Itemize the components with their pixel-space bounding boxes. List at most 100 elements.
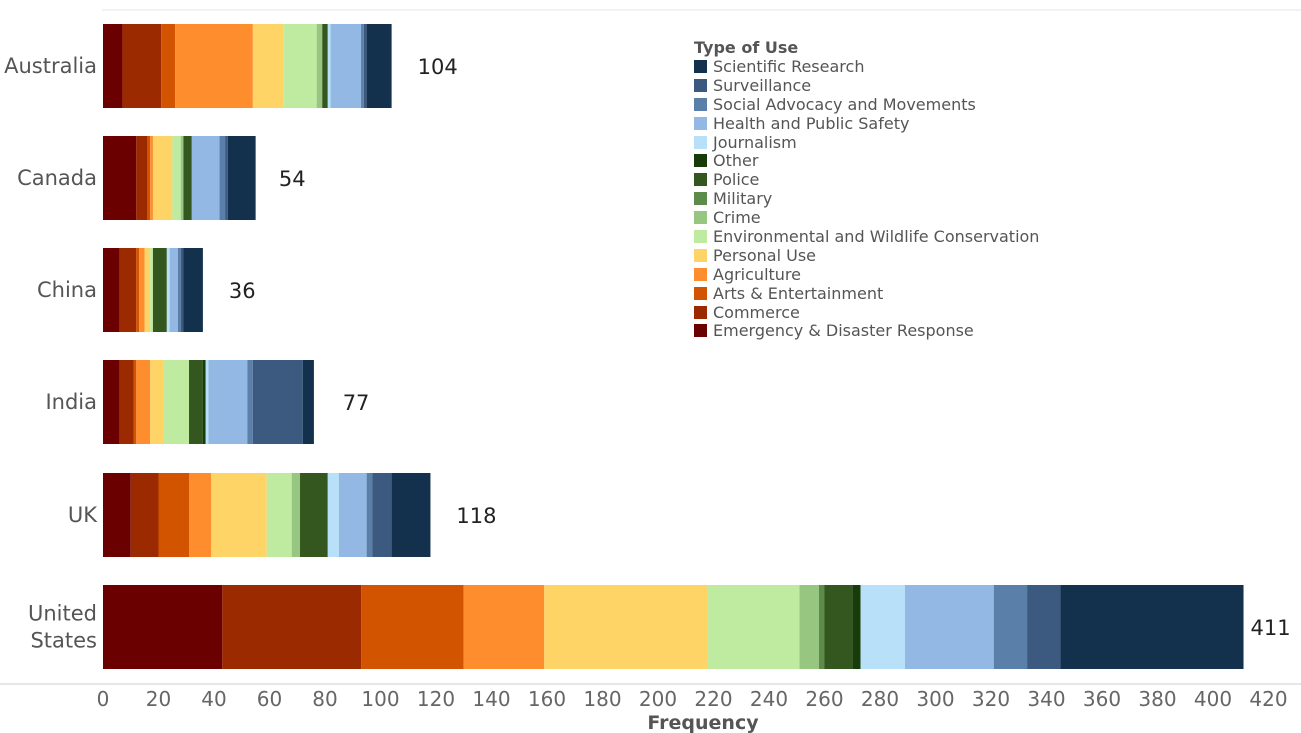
bar-canada-police: [183, 136, 192, 220]
legend-item: Journalism: [694, 133, 1039, 152]
legend-title: Type of Use: [694, 38, 799, 57]
legend-swatch: [694, 154, 707, 168]
legend-item: Military: [694, 189, 1039, 208]
category-labels: Australia Canada China India UK United States: [4, 54, 98, 653]
bar-uk-surveillance: [372, 473, 392, 557]
bar-australia-emergency-disaster-response: [103, 24, 123, 108]
legend-swatch: [694, 173, 707, 187]
bar-canada-personal-use: [152, 136, 173, 220]
bar-united-states-personal-use: [544, 585, 708, 669]
bar-united-states-other: [852, 585, 861, 669]
bar-india-emergency-disaster-response: [103, 360, 120, 444]
bar-china-surveillance: [180, 248, 184, 332]
bar-uk-scientific-research: [391, 473, 431, 557]
bar-united-states-emergency-disaster-response: [103, 585, 223, 669]
legend-label: Arts & Entertainment: [713, 283, 884, 303]
legend-swatch: [694, 59, 707, 73]
x-tick-label: 260: [805, 687, 843, 711]
bar-uk-arts-entertainment: [158, 473, 190, 557]
bar-uk-social-advocacy-and-movements: [366, 473, 373, 557]
bar-china-emergency-disaster-response: [103, 248, 120, 332]
legend-swatch: [694, 305, 707, 319]
x-tick-label: 180: [583, 687, 621, 711]
legend-label: Social Advocacy and Movements: [713, 94, 976, 114]
bar-australia-surveillance: [363, 24, 367, 108]
total-label-india: 77: [343, 391, 370, 415]
legend-label: Journalism: [713, 132, 797, 152]
bar-india-personal-use: [150, 360, 165, 444]
legend-swatch: [694, 192, 707, 206]
legend-items: Scientific Research Surveillance Social Ad…: [694, 57, 1039, 340]
bar-australia-crime: [316, 24, 323, 108]
x-axis-label: Frequency: [647, 712, 759, 733]
bar-china-police: [152, 248, 167, 332]
bar-canada-emergency-disaster-response: [103, 136, 137, 220]
bar-china-social-advocacy-and-movements: [177, 248, 181, 332]
legend-item: Commerce: [694, 303, 1039, 322]
bar-united-states-scientific-research: [1060, 585, 1244, 669]
x-tick-label: 380: [1138, 687, 1176, 711]
bar-united-states-surveillance: [1027, 585, 1061, 669]
bar-united-states-arts-entertainment: [361, 585, 464, 669]
category-label-line: Australia: [4, 54, 97, 78]
bar-uk-emergency-disaster-response: [103, 473, 131, 557]
bar-australia-commerce: [122, 24, 162, 108]
bar-australia-social-advocacy-and-movements: [361, 24, 364, 108]
x-tick-label: 20: [146, 687, 171, 711]
legend-swatch: [694, 135, 707, 149]
bar-australia-police: [322, 24, 328, 108]
bar-uk-police: [300, 473, 328, 557]
legend-swatch: [694, 78, 707, 92]
x-tick-label: 320: [972, 687, 1010, 711]
bar-united-states-environmental-and-wildlife-conservation: [707, 585, 800, 669]
bar-china-agriculture: [139, 248, 145, 332]
legend-label: Crime: [713, 208, 761, 228]
legend-label: Environmental and Wildlife Conservation: [713, 226, 1040, 246]
bar-united-states-journalism: [860, 585, 905, 669]
x-tick-label: 400: [1194, 687, 1232, 711]
bar-uk-agriculture: [189, 473, 212, 557]
category-label-united-states: United States: [28, 602, 97, 653]
category-label-line: Canada: [17, 166, 97, 190]
legend-label: Commerce: [713, 302, 800, 322]
bar-australia-personal-use: [252, 24, 284, 108]
category-label-india: India: [45, 390, 97, 414]
x-tick-label: 300: [916, 687, 954, 711]
legend-swatch: [694, 267, 707, 281]
bar-india-surveillance: [252, 360, 303, 444]
bar-india-police: [189, 360, 203, 444]
bar-australia-environmental-and-wildlife-conservation: [283, 24, 317, 108]
bar-india-commerce: [119, 360, 134, 444]
legend-item: Agriculture: [694, 265, 1039, 284]
category-label-line: United: [28, 602, 97, 626]
bar-india-health-and-public-safety: [208, 360, 248, 444]
x-tick-label: 140: [472, 687, 510, 711]
x-tick-label: 420: [1249, 687, 1287, 711]
x-tick-label: 240: [750, 687, 788, 711]
bar-uk-commerce: [130, 473, 159, 557]
x-tick-label: 340: [1027, 687, 1065, 711]
x-tick-label: 120: [417, 687, 455, 711]
category-label-australia: Australia: [4, 54, 97, 78]
bar-india-environmental-and-wildlife-conservation: [164, 360, 190, 444]
legend-label: Military: [713, 189, 773, 209]
legend-item: Environmental and Wildlife Conservation: [694, 227, 1039, 246]
legend-label: Health and Public Safety: [713, 113, 910, 133]
bar-australia-journalism: [327, 24, 331, 108]
bar-canada-social-advocacy-and-movements: [219, 136, 226, 220]
bar-china-scientific-research: [183, 248, 203, 332]
legend-swatch: [694, 211, 707, 225]
total-labels: 104 54 36 77 118 411: [229, 55, 1291, 640]
legend-label: Agriculture: [713, 264, 801, 284]
legend-label: Police: [713, 170, 760, 190]
category-label-canada: Canada: [17, 166, 97, 190]
x-tick-label: 60: [257, 687, 282, 711]
legend-label: Other: [713, 151, 759, 171]
bar-canada-arts-entertainment: [147, 136, 151, 220]
legend-item: Police: [694, 170, 1039, 189]
bar-australia-agriculture: [175, 24, 253, 108]
x-axis-ticks: 0 20 40 60 80 100 120 140 160 180 200 220 240 260 280 3…: [97, 687, 1288, 711]
legend-label: Personal Use: [713, 245, 816, 265]
x-tick-label: 200: [639, 687, 677, 711]
